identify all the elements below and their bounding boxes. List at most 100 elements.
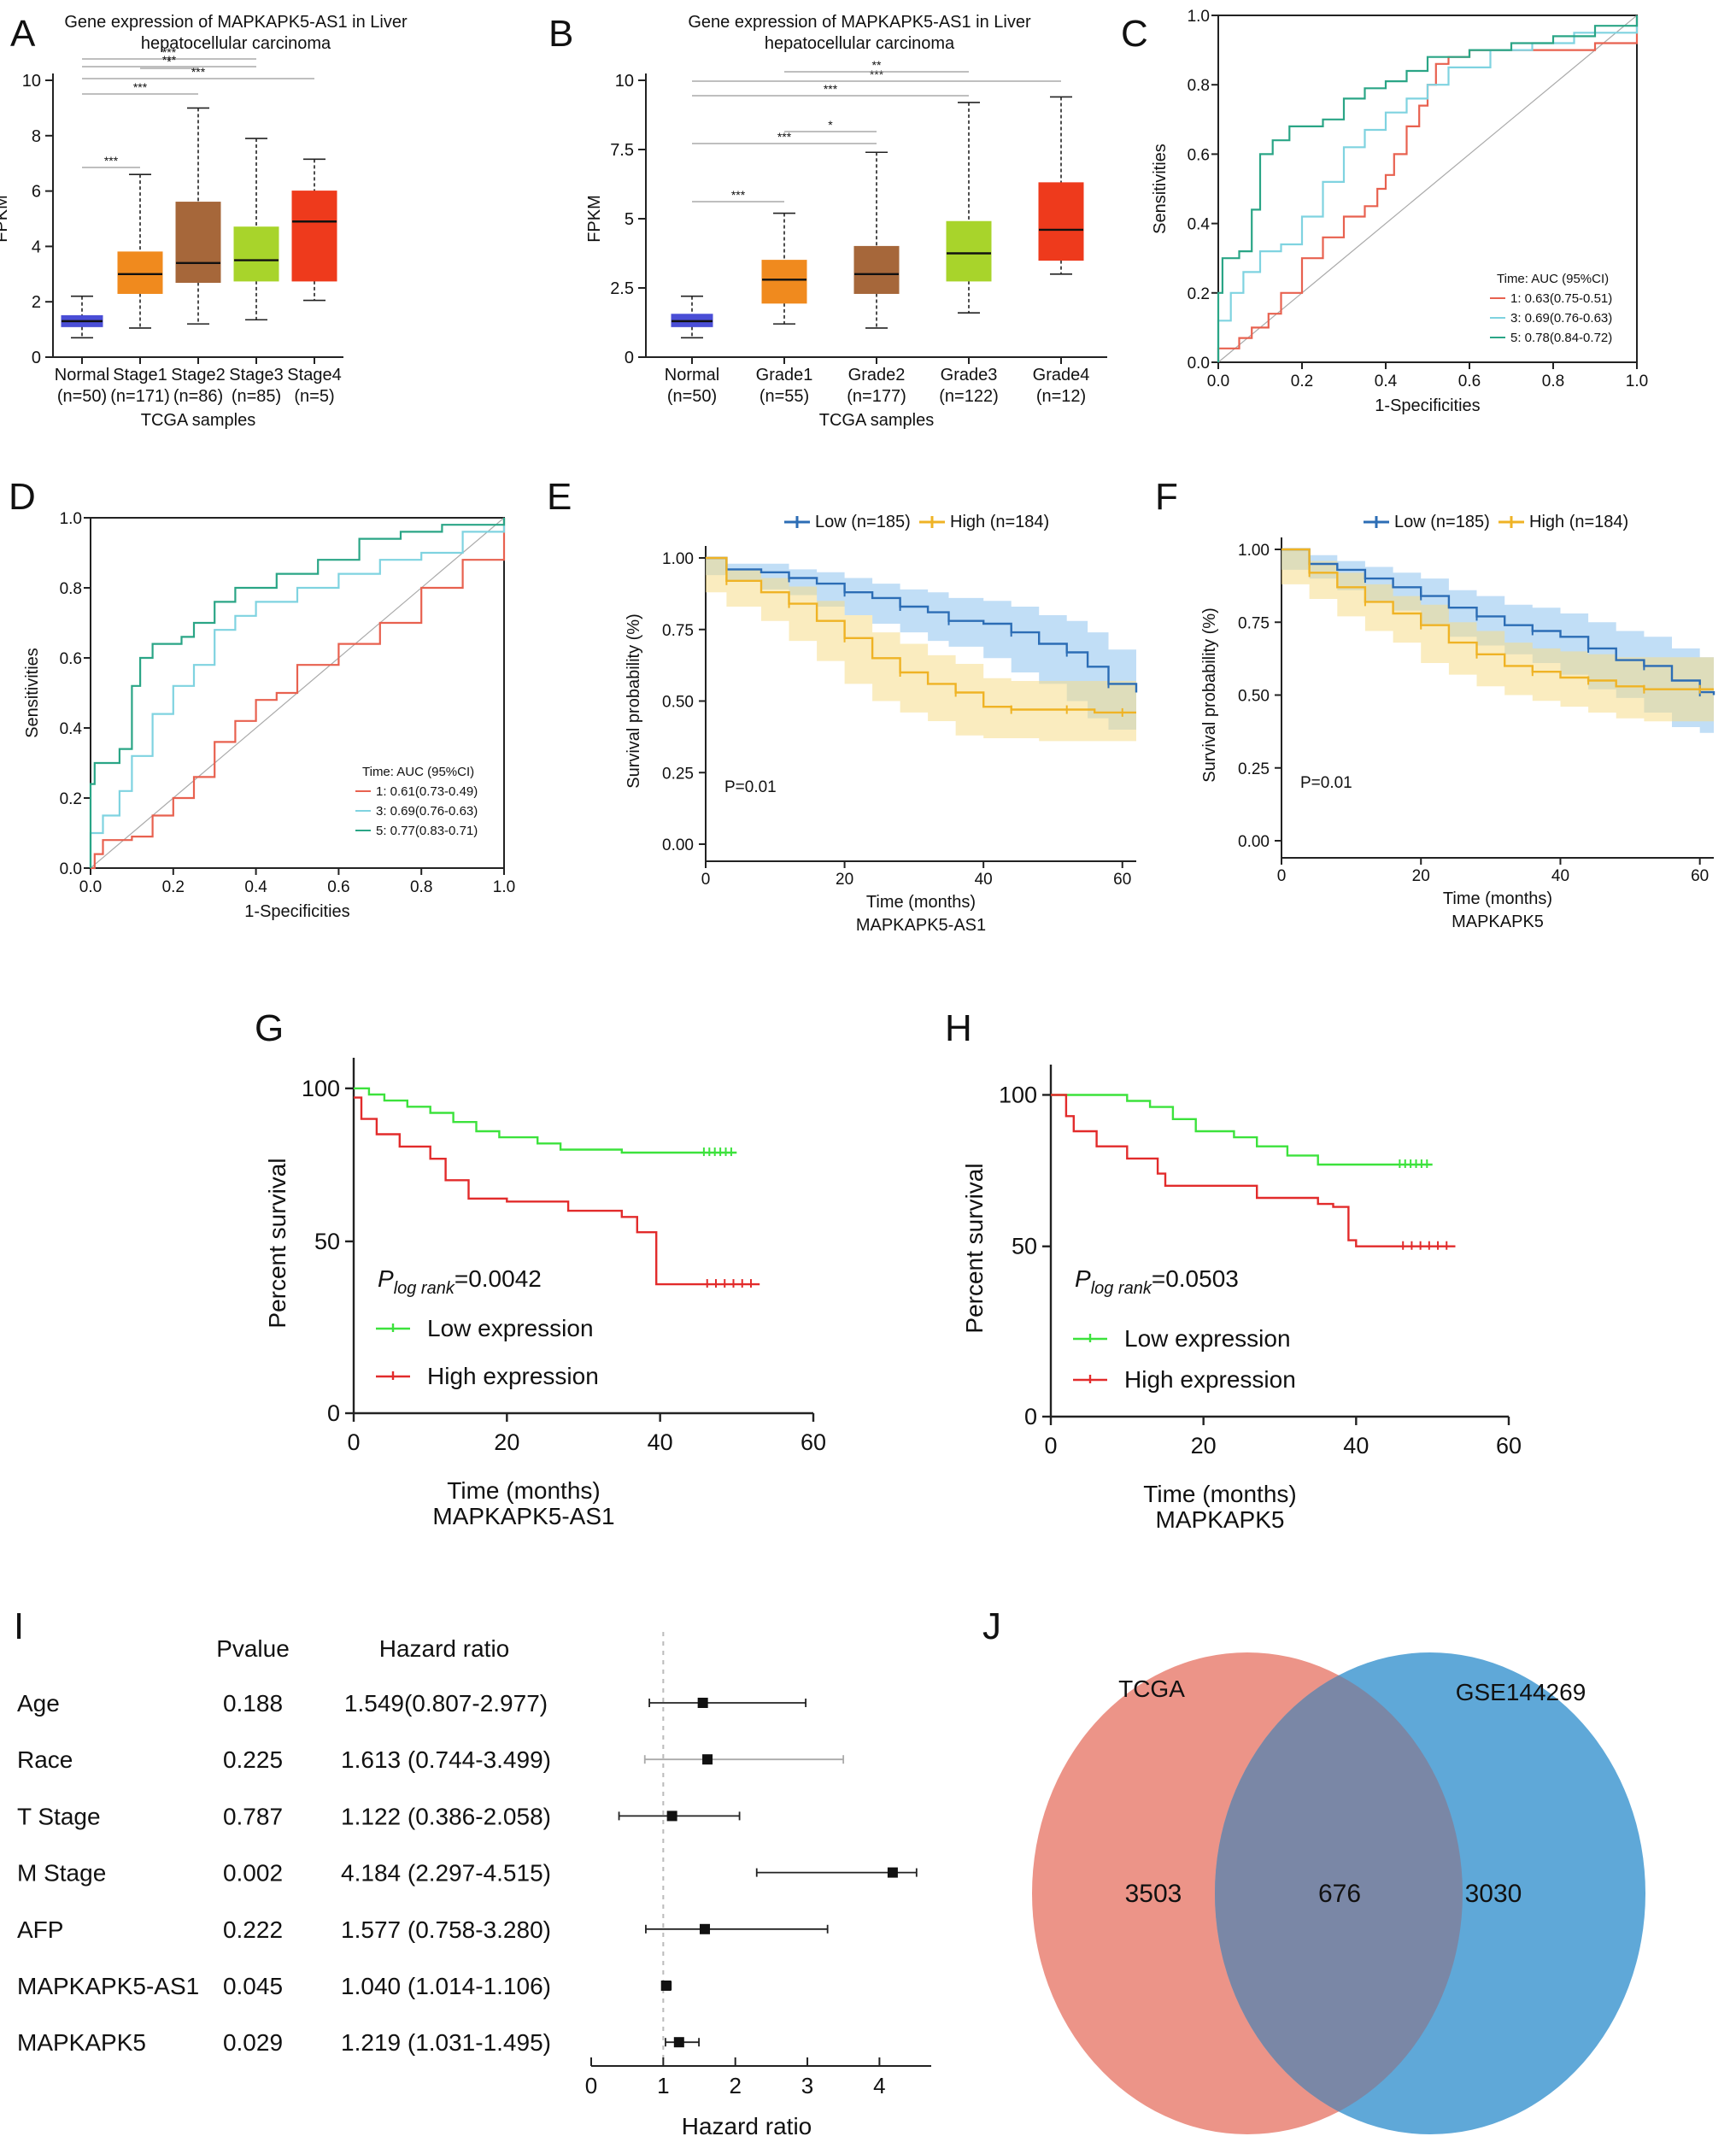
y-tick-label-F: 0.00 (1238, 833, 1270, 851)
sig-label-B: * (828, 118, 833, 132)
y-tick-label-D: 0.0 (60, 860, 82, 878)
legend-label-E: Low (n=185) (815, 513, 911, 531)
x-tick-n-B: (n=122) (939, 387, 999, 406)
y-axis-label-C: Sensitivities (1151, 144, 1170, 234)
chart-title-B: hepatocellular carcinoma (765, 34, 955, 53)
y-tick-label-E: 0.25 (662, 765, 694, 783)
panel-letter-E: E (547, 476, 572, 518)
plot-frame-C (1217, 15, 1638, 363)
forest-row-label: Age (17, 1690, 60, 1717)
sig-label-B: *** (777, 130, 792, 144)
x-tick-n-A: (n=171) (110, 387, 170, 406)
sig-label-B: *** (824, 82, 838, 96)
panel-letter-D: D (9, 476, 36, 518)
hr-point (697, 1698, 708, 1708)
panel-c: C 0.00.0 0.2 0.2 0.4 0.4 0.6 0.6 0.8 0.8 1.0 1.0 1-S… (1121, 8, 1648, 415)
x-tick-label-D: 0.2 (162, 878, 185, 896)
x-axis-label-G: Time (months) (447, 1477, 600, 1504)
y-tick-label-H: 0 (1024, 1404, 1037, 1429)
x-tick-label-B: Normal (665, 366, 719, 384)
y-tick-label-C: 0.4 (1188, 216, 1211, 234)
x-tick-label-C: 0.6 (1458, 373, 1481, 390)
x-tick-label-G: 40 (648, 1429, 673, 1455)
box-A (291, 191, 337, 282)
x-tick-label-B: Grade2 (848, 366, 906, 384)
km-curve-H (1051, 1094, 1433, 1166)
roc-curve-D (89, 518, 506, 868)
y-tick-label-D: 1.0 (60, 510, 82, 528)
y-tick-label-E: 0.50 (662, 694, 694, 712)
panel-letter-B: B (548, 13, 573, 55)
y-tick-label-B: 7.5 (610, 141, 634, 160)
y-tick-label-E: 1.00 (662, 550, 694, 568)
roc-curve-D (91, 518, 506, 870)
box-B (761, 260, 807, 304)
x-tick-label-G: 60 (801, 1429, 826, 1455)
chart-subtitle-H: MAPKAPK5 (1156, 1506, 1285, 1533)
x-tick-label-forest: 0 (585, 2073, 597, 2098)
plot-frame-D (90, 517, 505, 869)
legend-label-C: 3: 0.69(0.76-0.63) (1510, 311, 1612, 326)
forest-row-label: MAPKAPK5-AS1 (17, 1973, 199, 1999)
box-A (233, 226, 279, 282)
venn-count-gse144269: 3030 (1465, 1880, 1522, 1908)
x-tick-label-A: Stage1 (113, 366, 167, 384)
sig-label-A: *** (162, 53, 177, 67)
x-tick-label-G: 0 (347, 1429, 360, 1455)
y-tick-label-A: 4 (32, 238, 41, 256)
y-tick-label-E: 0.75 (662, 622, 694, 640)
y-tick-label-B: 10 (615, 72, 634, 91)
x-tick-label-E: 20 (836, 871, 853, 889)
hr-point (673, 2037, 684, 2048)
sig-label-A: *** (104, 154, 119, 167)
km-curve-F (1281, 548, 1714, 690)
forest-row-pvalue: 0.787 (223, 1803, 283, 1829)
chart-title-A: Gene expression of MAPKAPK5-AS1 in Liver (64, 13, 408, 32)
forest-row-hr: 1.613 (0.744-3.499) (341, 1746, 551, 1773)
forest-row-hr: 1.219 (1.031-1.495) (341, 2029, 551, 2056)
panel-g: G 0 50 100 0 20 40 60 Time (months)MAPKAPK5-AS1 P… (255, 1007, 826, 1529)
x-axis-label-E: Time (months) (866, 893, 976, 912)
forest-row-hr: 1.549(0.807-2.977) (344, 1690, 548, 1717)
legend-label-C: 5: 0.78(0.84-0.72) (1510, 331, 1612, 345)
p-value-H: Plog rank=0.0503 (1075, 1265, 1239, 1298)
x-tick-label-C: 0.8 (1542, 373, 1564, 390)
y-tick-label-A: 8 (32, 127, 41, 146)
x-tick-label-forest: 3 (801, 2073, 813, 2098)
y-tick-label-G: 100 (302, 1076, 340, 1101)
forest-row-pvalue: 0.225 (223, 1746, 283, 1773)
x-tick-n-B: (n=12) (1036, 387, 1086, 406)
legend-label-H: Low expression (1124, 1325, 1291, 1352)
legend-label-H: High expression (1124, 1366, 1296, 1393)
sig-label-B: *** (870, 67, 884, 81)
p-value-F: P=0.01 (1300, 774, 1352, 792)
x-axis-label-D: 1-Specificities (244, 902, 349, 921)
x-tick-label-C: 0.2 (1291, 373, 1313, 390)
x-axis-label-A: TCGA samples (141, 411, 255, 430)
y-tick-label-B: 2.5 (610, 279, 634, 298)
x-tick-n-B: (n=50) (667, 387, 717, 406)
box-B (853, 245, 900, 294)
x-axis-label-forest: Hazard ratio (682, 2113, 812, 2139)
y-axis-label-F: Survival probability (%) (1200, 607, 1219, 783)
x-tick-label-F: 0 (1277, 867, 1287, 885)
sig-label-A: *** (133, 80, 148, 94)
box-A (117, 251, 163, 294)
y-tick-label-D: 0.2 (60, 790, 82, 808)
legend-label-D: 5: 0.77(0.83-0.71) (376, 824, 478, 838)
km-curve-G (354, 1096, 760, 1286)
sig-label-A: *** (162, 45, 177, 59)
y-axis-label-B: FPKM (585, 195, 604, 243)
venn-set-label-gse144269: GSE144269 (1456, 1679, 1586, 1705)
y-axis-label-G: Percent survival (264, 1158, 290, 1328)
y-tick-label-A: 10 (22, 72, 41, 91)
x-tick-label-E: 60 (1113, 871, 1131, 889)
panel-letter-I: I (14, 1605, 24, 1647)
y-tick-label-F: 0.50 (1238, 688, 1270, 706)
y-axis-label-E: Survival probability (%) (625, 613, 643, 789)
x-tick-label-D: 1.0 (493, 878, 515, 896)
x-tick-label-F: 20 (1412, 867, 1430, 885)
y-tick-label-C: 0.6 (1188, 146, 1210, 164)
p-value-G: Plog rank=0.0042 (378, 1265, 542, 1298)
panel-a: A Gene expression of MAPKAPK5-AS1 in Live… (0, 13, 408, 430)
